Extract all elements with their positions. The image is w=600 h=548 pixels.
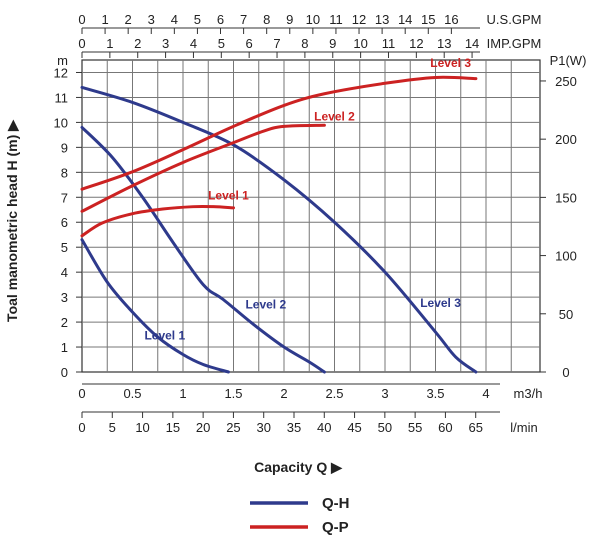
x-m3h-tick-label: 2.5: [325, 386, 343, 401]
top-axis-tick-label: 10: [353, 36, 367, 51]
qp-curve-level-3: [80, 75, 478, 191]
y-left-tick-label: 4: [61, 265, 68, 280]
qh-label-level-3: Level 3: [420, 296, 461, 310]
qp-curve-level-1: [80, 204, 235, 238]
top-axis-tick-label: 13: [437, 36, 451, 51]
x-lmin-tick-label: 30: [256, 420, 270, 435]
top-axis-tick-label: 13: [375, 12, 389, 27]
x-lmin-tick-label: 0: [78, 420, 85, 435]
qh-curve-level-2: [80, 125, 326, 374]
y-left-tick-label: 1: [61, 340, 68, 355]
top-axis-tick-label: 8: [301, 36, 308, 51]
y-left-tick-label: 11: [55, 90, 69, 105]
x-lmin-tick-label: 45: [347, 420, 361, 435]
x-lmin-unit: l/min: [510, 420, 537, 435]
top-axis-tick-label: 11: [382, 36, 396, 51]
x-lmin-tick-label: 55: [408, 420, 422, 435]
y-left-tick-label: 9: [61, 140, 68, 155]
x-axis-title: Capacity Q ▶: [254, 459, 343, 475]
y-right-tick-label: 50: [559, 307, 573, 322]
x-m3h-tick-label: 1: [179, 386, 186, 401]
top-axis-tick-label: 0: [78, 12, 85, 27]
x-lmin-tick-label: 15: [166, 420, 180, 435]
top-axis-tick-label: 5: [218, 36, 225, 51]
top-axis-tick-label: 1: [101, 12, 108, 27]
qp-label-level-1: Level 1: [208, 189, 249, 203]
y-left-tick-label: 7: [61, 190, 68, 205]
x-lmin-tick-label: 60: [438, 420, 452, 435]
qp-label-level-3: Level 3: [430, 56, 471, 70]
x-lmin-tick-label: 10: [135, 420, 149, 435]
x-lmin-tick-label: 40: [317, 420, 331, 435]
top-axis-tick-label: 2: [125, 12, 132, 27]
top-axis-tick-label: 6: [217, 12, 224, 27]
x-m3h-tick-label: 2: [280, 386, 287, 401]
y-left-tick-label: 2: [61, 315, 68, 330]
y-left-tick-label: 6: [61, 215, 68, 230]
plot-frame: [81, 59, 541, 373]
top-axis-tick-label: 3: [148, 12, 155, 27]
x-lmin-tick-label: 5: [109, 420, 116, 435]
y-right-tick-label: 200: [555, 132, 577, 147]
top-axis-tick-label: 12: [352, 12, 366, 27]
y-right-tick-label: 0: [562, 365, 569, 380]
qh-curve-level-1: [80, 238, 230, 374]
top-axis-tick-label: 4: [190, 36, 197, 51]
y-left-tick-label: 8: [61, 165, 68, 180]
top-axis-tick-label: 1: [106, 36, 113, 51]
top-axis-tick-label: 15: [421, 12, 435, 27]
top-axis-tick-label: 7: [273, 36, 280, 51]
x-lmin-tick-label: 25: [226, 420, 240, 435]
top-axis-tick-label: 9: [329, 36, 336, 51]
top-axis-unit: U.S.GPM: [487, 12, 542, 27]
top-axis-tick-label: 6: [246, 36, 253, 51]
x-m3h-tick-label: 0.5: [123, 386, 141, 401]
y-right-tick-label: 250: [555, 74, 577, 89]
qh-label-level-1: Level 1: [144, 329, 185, 343]
x-lmin-tick-label: 65: [468, 420, 482, 435]
y-left-tick-label: 5: [61, 240, 68, 255]
top-axis-tick-label: 3: [162, 36, 169, 51]
x-m3h-tick-label: 3: [381, 386, 388, 401]
x-m3h-tick-label: 1.5: [224, 386, 242, 401]
top-axis-tick-label: 16: [444, 12, 458, 27]
top-axis-tick-label: 7: [240, 12, 247, 27]
x-lmin-tick-label: 20: [196, 420, 210, 435]
x-m3h-tick-label: 3.5: [426, 386, 444, 401]
top-axis-tick-label: 9: [286, 12, 293, 27]
x-m3h-unit: m3/h: [514, 386, 543, 401]
top-axis-unit: IMP.GPM: [487, 36, 542, 51]
y-right-unit: P1(W): [550, 53, 587, 68]
top-axis-tick-label: 0: [78, 36, 85, 51]
x-m3h-tick-label: 4: [482, 386, 489, 401]
top-axis-tick-label: 11: [329, 12, 343, 27]
x-m3h-tick-label: 0: [78, 386, 85, 401]
top-axis-tick-label: 12: [409, 36, 423, 51]
y-right-tick-label: 100: [555, 249, 577, 264]
top-axis-tick-label: 14: [398, 12, 412, 27]
top-axis-tick-label: 4: [171, 12, 178, 27]
y-left-unit: m: [57, 53, 68, 68]
top-axis-tick-label: 14: [465, 36, 479, 51]
x-lmin-tick-label: 35: [287, 420, 301, 435]
top-axis-tick-label: 2: [134, 36, 141, 51]
x-lmin-tick-label: 50: [378, 420, 392, 435]
top-axis-tick-label: 10: [306, 12, 320, 27]
legend-label-q-p: Q-P: [322, 519, 349, 536]
y-left-tick-label: 0: [61, 365, 68, 380]
top-axis-tick-label: 8: [263, 12, 270, 27]
qh-label-level-2: Level 2: [245, 297, 286, 311]
qp-curve-level-2: [80, 123, 326, 213]
y-left-tick-label: 12: [54, 65, 68, 80]
qp-label-level-2: Level 2: [314, 110, 355, 124]
y-right-tick-label: 150: [555, 190, 577, 205]
legend-label-q-h: Q-H: [322, 495, 350, 512]
y-left-tick-label: 10: [54, 115, 68, 130]
y-left-axis-title: Toal manometric head H (m) ▶: [4, 119, 20, 322]
qh-curve-level-3: [80, 85, 478, 374]
y-left-tick-label: 3: [61, 290, 68, 305]
top-axis-tick-label: 5: [194, 12, 201, 27]
